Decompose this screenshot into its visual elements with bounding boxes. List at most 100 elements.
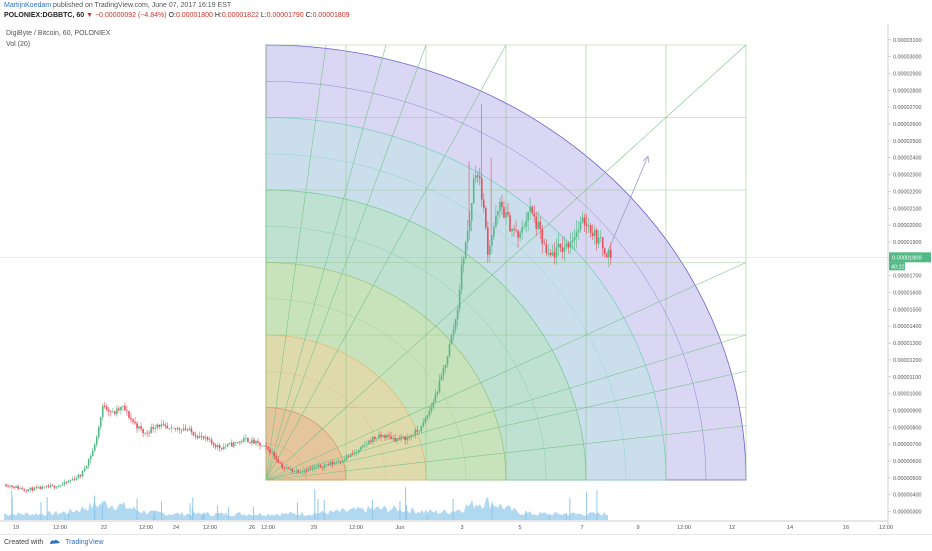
candle-body (99, 417, 102, 427)
candle-body (132, 419, 134, 422)
candle-body (434, 394, 437, 402)
candle-body (295, 470, 298, 472)
candle-body (65, 482, 68, 483)
candle-body (13, 486, 15, 488)
candle-body (31, 487, 34, 491)
candle-body (424, 418, 427, 423)
candle-body (410, 436, 413, 438)
candle-body (503, 207, 505, 218)
candle-body (222, 446, 225, 449)
candle-body (33, 487, 36, 491)
candle-body (283, 467, 286, 469)
time-tick-label: 7 (580, 525, 583, 531)
candle-body (192, 431, 195, 436)
candle-body (150, 427, 152, 434)
created-text: Created with (4, 539, 44, 546)
candle-body (605, 254, 608, 258)
time-tick-label: 24 (173, 525, 179, 531)
candle-body (208, 439, 211, 441)
candle-body (319, 464, 322, 468)
candle-body (265, 445, 267, 447)
candle-body (57, 485, 60, 487)
candle-body (585, 224, 588, 226)
author-link[interactable]: MartijnKoedam (4, 2, 52, 9)
candle-body (341, 460, 344, 462)
candle-body (418, 431, 421, 432)
candle-body (442, 368, 445, 376)
candle-body (243, 437, 245, 442)
tradingview-link[interactable]: TradingView (65, 539, 104, 546)
series-legend[interactable]: DigiByte / Bitcoin, 60, POLONIEX (6, 30, 111, 37)
gann-fan[interactable] (265, 44, 747, 481)
candle-body (565, 243, 568, 248)
candle-body (414, 429, 417, 436)
candle-body (458, 289, 461, 310)
candle-body (299, 471, 302, 473)
candle-body (97, 426, 100, 438)
candle-body (450, 335, 453, 345)
gann-fan-ray (265, 370, 747, 481)
candle-body (489, 245, 491, 255)
candle-body (118, 408, 120, 411)
price-tick-label: 0.00002900 (893, 71, 921, 77)
time-tick-label: 12:00 (677, 525, 691, 531)
candle-body (253, 439, 255, 444)
candle-body (95, 437, 98, 445)
candle-body (239, 441, 241, 443)
candle-body (91, 450, 94, 456)
candle-body (25, 490, 27, 492)
candle-body (362, 445, 364, 448)
candle-body (55, 486, 58, 488)
price-tick-label: 0.00001700 (893, 274, 921, 280)
candle-body (138, 426, 140, 429)
candle-body (144, 432, 146, 434)
price-tick-label: 0.00001900 (893, 240, 921, 246)
volume-legend[interactable]: Vol (20) (6, 41, 31, 48)
time-tick-label: 16 (843, 525, 849, 531)
candle-body (214, 445, 217, 448)
candle-body (559, 243, 562, 248)
candle-body (313, 467, 316, 468)
candle-body (378, 434, 380, 439)
candle-body (331, 461, 334, 464)
time-tick-label: 5 (518, 525, 521, 531)
candle-body (247, 437, 249, 443)
candle-body (226, 443, 229, 447)
candle-body (289, 468, 292, 470)
candle-body (436, 392, 439, 395)
low-value: 0.00001790 (266, 12, 304, 19)
price-chart[interactable]: 0.00000300 0.00000400 0.00000500 0.00000600… (0, 24, 932, 534)
gann-fan-ray (265, 44, 427, 481)
candle-body (261, 445, 263, 447)
candle-body (293, 471, 296, 472)
candle-body (172, 427, 175, 429)
projection-line (605, 155, 649, 257)
candle-body (269, 449, 271, 453)
price-tick-label: 0.00002000 (893, 223, 921, 229)
candle-body (531, 206, 533, 214)
candle-body (509, 215, 511, 232)
price-tag-label: 0.00001809 (892, 255, 922, 261)
candle-body (372, 436, 374, 442)
candle-body (396, 438, 398, 442)
candle-body (593, 229, 596, 237)
price-tick-label: 0.00003100 (893, 38, 921, 44)
price-tick-label: 0.00001400 (893, 324, 921, 330)
candle-body (43, 486, 46, 488)
created-with: Created with TradingView (4, 538, 104, 546)
price-tick-label: 0.00002600 (893, 122, 921, 128)
time-tick-label: 26 (249, 525, 255, 531)
candle-body (555, 247, 558, 258)
candle-body (275, 456, 277, 460)
candle-body (75, 477, 78, 480)
candle-body (311, 467, 314, 469)
candle-body (364, 444, 366, 446)
candle-body (170, 427, 173, 429)
candle-body (206, 437, 209, 440)
gann-fan-ray (265, 44, 327, 481)
candle-body (303, 470, 306, 472)
time-tick-label: 12:00 (139, 525, 153, 531)
candle-body (505, 212, 507, 218)
header: MartijnKoedam published on TradingView.c… (0, 0, 932, 24)
price-tick-label: 0.00001600 (893, 291, 921, 297)
